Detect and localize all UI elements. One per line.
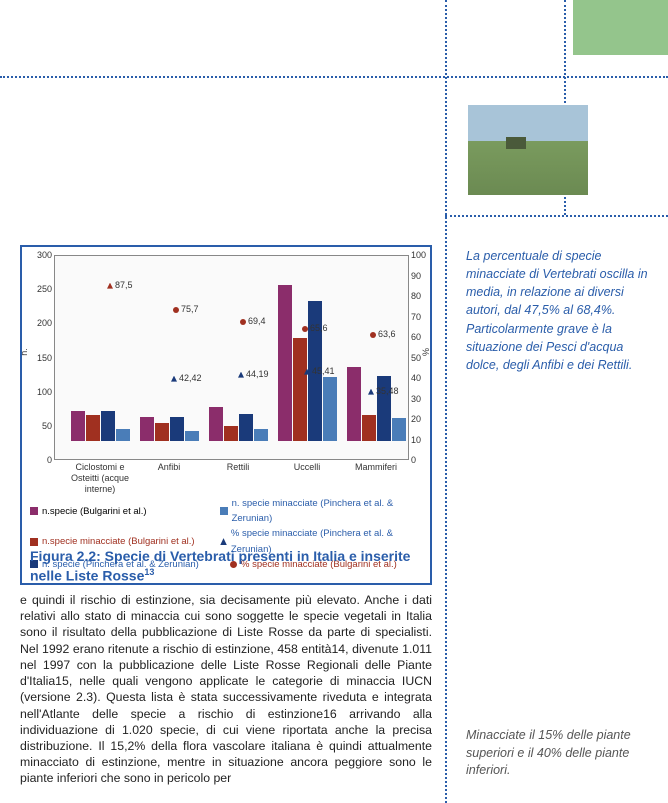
side-note-vertebrates: La percentuale di specie minacciate di V…	[466, 247, 651, 374]
dotted-line-h1	[0, 76, 668, 78]
landscape-image	[468, 105, 588, 195]
chart-plot-area: 87,575,742,4269,444,1965,645,4163,635,48	[54, 255, 409, 460]
y-axis-left-label: n.	[19, 348, 29, 356]
figure-caption: Figura 2.2: Specie di Vertebrati present…	[30, 547, 426, 585]
y-axis-right-ticks: 0102030405060708090100	[411, 255, 433, 460]
chart-figure: n. % 050100150200250300 0102030405060708…	[20, 245, 432, 585]
header-green-block	[573, 0, 668, 55]
body-paragraph: e quindi il rischio di estinzione, sia d…	[20, 592, 432, 787]
y-axis-left-ticks: 050100150200250300	[30, 255, 52, 460]
dotted-line-h2	[445, 215, 668, 217]
dotted-line-v1	[445, 0, 447, 803]
side-note-plants: Minacciate il 15% delle piante superiori…	[466, 727, 651, 780]
